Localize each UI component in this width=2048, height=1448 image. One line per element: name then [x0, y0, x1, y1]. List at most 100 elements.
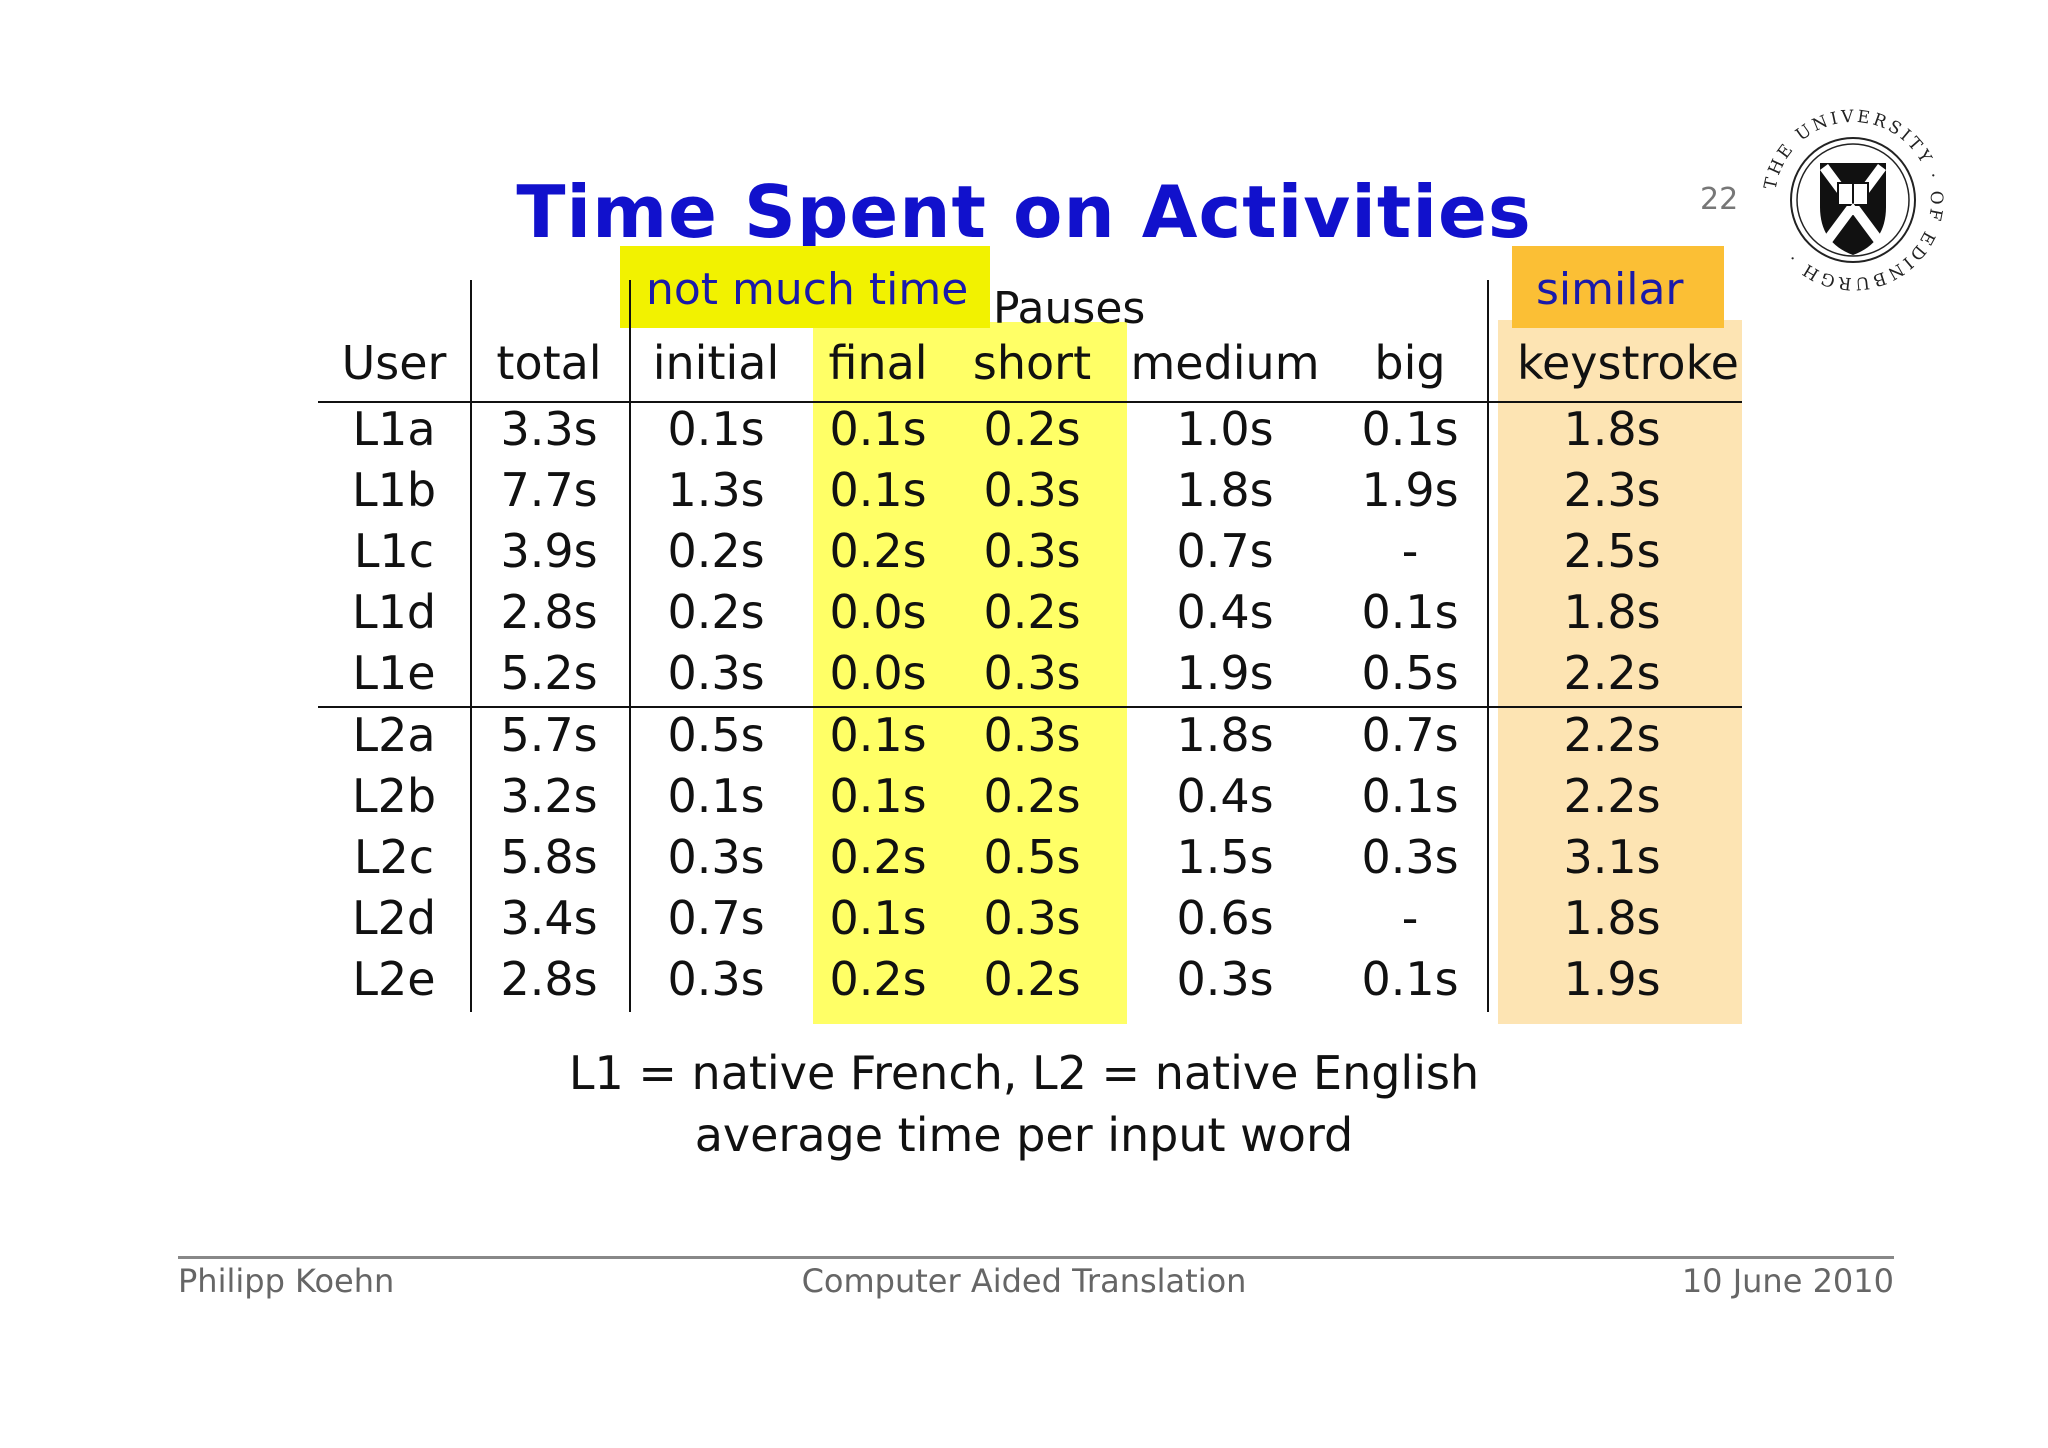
table-cell: 0.3s	[1176, 952, 1274, 1006]
callout-not-much-time-label: not much time	[646, 264, 969, 315]
column-header-total: total	[496, 336, 602, 390]
column-header-short: short	[972, 336, 1092, 390]
table-caption-note: average time per input word	[694, 1108, 1354, 1162]
table-cell: 0.5s	[667, 708, 765, 762]
table-cell: 0.1s	[829, 891, 927, 945]
column-header-medium: medium	[1130, 336, 1320, 390]
table-cell: 0.3s	[667, 830, 765, 884]
table-cell: 0.2s	[667, 524, 765, 578]
highlight-keystroke-column	[1498, 320, 1742, 1024]
callout-similar-label: similar	[1536, 264, 1684, 315]
table-cell: 0.4s	[1176, 585, 1274, 639]
table-cell: 5.8s	[500, 830, 598, 884]
table-cell: 0.2s	[983, 769, 1081, 823]
table-cell: 2.3s	[1563, 463, 1661, 517]
table-cell: 0.7s	[1361, 708, 1459, 762]
table-cell: 1.8s	[1563, 402, 1661, 456]
footer-course: Computer Aided Translation	[801, 1262, 1247, 1300]
table-cell: 0.4s	[1176, 769, 1274, 823]
table-caption-legend: L1 = native French, L2 = native English	[568, 1046, 1480, 1100]
row-user-label: L1d	[351, 585, 437, 639]
table-divider-user	[470, 280, 472, 1012]
table-cell: 1.8s	[1563, 585, 1661, 639]
column-header-user: User	[341, 336, 447, 390]
table-cell: 1.8s	[1176, 708, 1274, 762]
callout-similar: similar	[1512, 246, 1724, 328]
table-group-rule	[318, 706, 1742, 708]
table-cell: 0.1s	[1361, 585, 1459, 639]
table-cell: 0.2s	[983, 402, 1081, 456]
row-user-label: L2c	[353, 830, 435, 884]
pauses-group-label: Pauses	[993, 283, 1146, 334]
table-cell: 0.2s	[983, 952, 1081, 1006]
table-cell: 1.8s	[1563, 891, 1661, 945]
table-cell: 1.9s	[1176, 646, 1274, 700]
table-cell: 7.7s	[500, 463, 598, 517]
table-cell: 0.6s	[1176, 891, 1274, 945]
table-cell: 0.1s	[667, 402, 765, 456]
table-cell: 0.1s	[829, 463, 927, 517]
table-cell: 0.1s	[1361, 402, 1459, 456]
table-cell: 1.9s	[1563, 952, 1661, 1006]
table-cell: 0.2s	[829, 830, 927, 884]
column-header-initial: initial	[652, 336, 780, 390]
table-cell: 0.1s	[1361, 952, 1459, 1006]
table-cell: 0.3s	[983, 708, 1081, 762]
row-user-label: L1a	[352, 402, 436, 456]
table-cell: 1.8s	[1176, 463, 1274, 517]
column-header-big: big	[1374, 336, 1446, 390]
table-cell: -	[1401, 891, 1419, 945]
table-cell: 0.7s	[667, 891, 765, 945]
table-cell: 0.0s	[829, 646, 927, 700]
table-cell: 0.3s	[1361, 830, 1459, 884]
table-cell: 1.3s	[667, 463, 765, 517]
table-cell: 3.1s	[1563, 830, 1661, 884]
row-user-label: L2e	[352, 952, 436, 1006]
table-cell: 2.5s	[1563, 524, 1661, 578]
table-cell: 0.7s	[1176, 524, 1274, 578]
table-cell: 3.3s	[500, 402, 598, 456]
table-cell: 2.8s	[500, 952, 598, 1006]
row-user-label: L2a	[352, 708, 436, 762]
footer-author: Philipp Koehn	[178, 1262, 395, 1300]
table-cell: 0.3s	[983, 524, 1081, 578]
table-cell: 3.4s	[500, 891, 598, 945]
table-cell: -	[1401, 524, 1419, 578]
table-cell: 0.1s	[1361, 769, 1459, 823]
table-cell: 0.2s	[829, 952, 927, 1006]
table-cell: 5.2s	[500, 646, 598, 700]
table-cell: 0.3s	[667, 952, 765, 1006]
table-cell: 0.2s	[667, 585, 765, 639]
slide-title: Time Spent on Activities	[516, 170, 1532, 254]
row-user-label: L1c	[353, 524, 435, 578]
row-user-label: L2d	[351, 891, 437, 945]
row-user-label: L1b	[351, 463, 437, 517]
table-cell: 0.5s	[983, 830, 1081, 884]
table-cell: 0.3s	[983, 646, 1081, 700]
column-header-keystroke: keystroke	[1517, 336, 1739, 390]
table-cell: 2.2s	[1563, 769, 1661, 823]
table-cell: 0.2s	[983, 585, 1081, 639]
table-cell: 1.5s	[1176, 830, 1274, 884]
table-cell: 0.5s	[1361, 646, 1459, 700]
table-cell: 0.3s	[983, 463, 1081, 517]
table-divider-big	[1487, 280, 1489, 1012]
row-user-label: L1e	[352, 646, 436, 700]
table-cell: 2.2s	[1563, 646, 1661, 700]
table-header-rule	[318, 401, 1742, 403]
table-cell: 0.1s	[829, 769, 927, 823]
footer-date: 10 June 2010	[1681, 1262, 1894, 1300]
footer-rule	[178, 1256, 1894, 1259]
university-seal-icon: THE UNIVERSITY · OF EDINBURGH ·	[1761, 107, 1943, 294]
table-divider-total	[629, 280, 631, 1012]
highlight-final-short-columns	[813, 322, 1127, 1024]
table-cell: 1.9s	[1361, 463, 1459, 517]
table-cell: 3.2s	[500, 769, 598, 823]
table-cell: 0.3s	[983, 891, 1081, 945]
table-cell: 2.2s	[1563, 708, 1661, 762]
slide-number: 22	[1700, 182, 1739, 217]
table-cell: 0.3s	[667, 646, 765, 700]
table-cell: 0.1s	[829, 402, 927, 456]
row-user-label: L2b	[351, 769, 437, 823]
table-cell: 5.7s	[500, 708, 598, 762]
